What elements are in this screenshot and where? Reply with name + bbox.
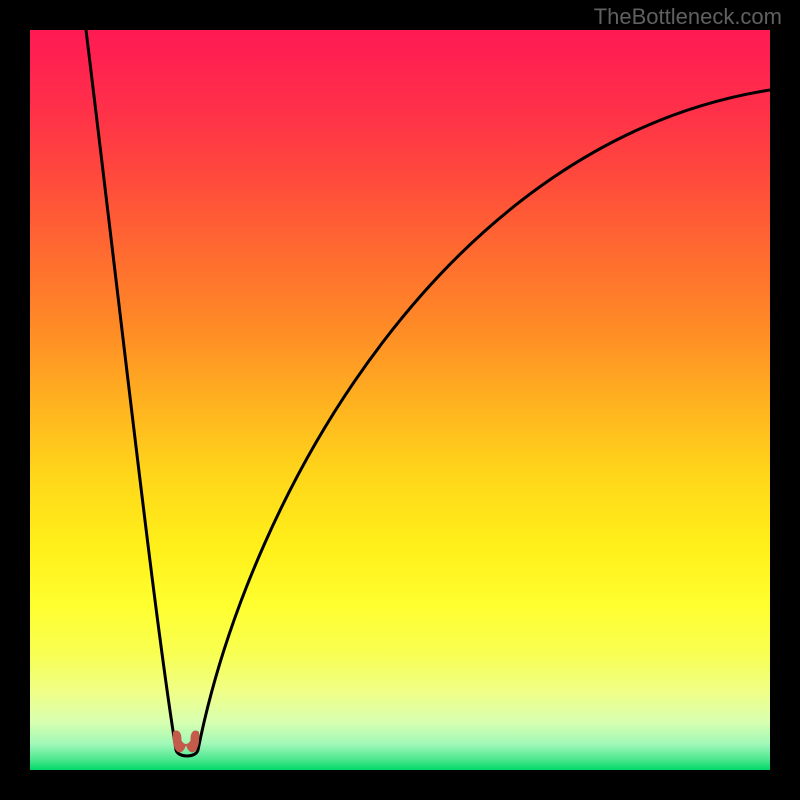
bottleneck-curve — [30, 30, 770, 770]
watermark-text: TheBottleneck.com — [594, 4, 782, 30]
optimal-marker — [173, 731, 199, 753]
chart-area — [30, 30, 770, 770]
